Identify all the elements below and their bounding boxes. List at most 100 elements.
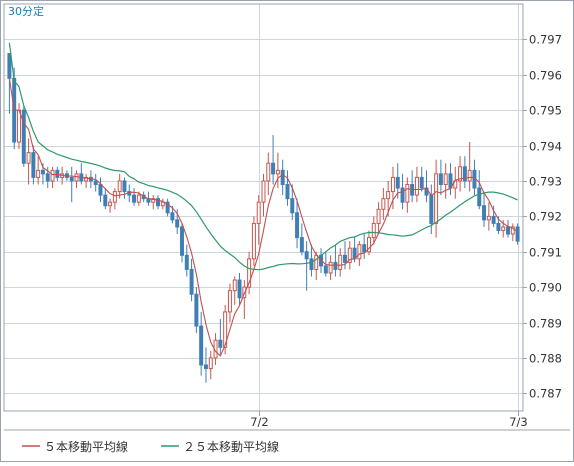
candle-body — [285, 183, 290, 200]
legend-label-ma25: ２５本移動平均線 — [183, 439, 279, 454]
moving-averages — [8, 42, 518, 357]
candle-body — [390, 176, 395, 193]
y-tick-label: 0.789 — [529, 317, 562, 331]
candle-body — [429, 194, 434, 224]
y-tick-label: 0.795 — [529, 104, 562, 118]
candle-body — [290, 198, 295, 214]
candle-body — [40, 169, 45, 175]
candle-body — [21, 109, 26, 164]
candle-body — [160, 201, 165, 207]
candle-body — [93, 180, 98, 185]
candle-body — [156, 198, 161, 207]
candle-body — [117, 180, 122, 193]
candle-body — [55, 169, 60, 178]
candle-body — [184, 254, 189, 270]
plot-border — [3, 3, 524, 412]
candle-body — [357, 244, 362, 260]
candle-body — [165, 201, 170, 214]
candle-body — [434, 173, 439, 224]
candle-body — [227, 290, 232, 313]
candle-body — [405, 183, 410, 203]
candle-body — [223, 311, 228, 348]
candle-body — [458, 166, 463, 182]
candle-body — [151, 198, 156, 203]
candle-body — [323, 265, 328, 274]
candle-body — [386, 191, 391, 200]
candle-body — [36, 169, 41, 178]
candle-body — [419, 176, 424, 189]
y-tick-label: 0.793 — [529, 175, 562, 189]
candle-body — [333, 261, 338, 270]
x-axis-ticks: 7/2 7/3 — [250, 411, 528, 429]
candle-body — [496, 222, 501, 232]
candle-body — [175, 219, 180, 228]
candle-body — [467, 169, 472, 182]
candle-body — [7, 53, 12, 79]
candle-body — [237, 279, 242, 299]
candle-body — [304, 251, 309, 260]
candle-body — [112, 191, 117, 203]
candle-body — [275, 169, 280, 175]
candle-body — [108, 201, 113, 207]
candle-body — [309, 258, 314, 270]
candle-body — [482, 205, 487, 221]
candle-body — [271, 162, 276, 175]
candle-body — [515, 226, 520, 242]
candle-body — [45, 173, 50, 182]
candle-body — [362, 244, 367, 253]
candles — [7, 53, 520, 383]
candle-body — [98, 183, 103, 196]
candle-body — [136, 194, 141, 203]
candle-body — [189, 268, 194, 295]
y-tick-label: 0.796 — [529, 69, 562, 83]
candle-body — [486, 215, 491, 221]
candle-body — [218, 339, 223, 348]
candle-body — [256, 201, 261, 224]
candle-body — [84, 176, 89, 182]
candle-body — [376, 208, 381, 224]
candle-body — [438, 173, 443, 185]
legend-label-ma5: ５本移動平均線 — [44, 439, 128, 454]
candle-body — [194, 293, 199, 327]
candle-body — [477, 187, 482, 207]
x-tick-label: 7/3 — [509, 415, 528, 429]
candle-body — [395, 176, 400, 189]
candle-body — [347, 247, 352, 263]
y-tick-label: 0.787 — [529, 387, 562, 401]
y-tick-label: 0.788 — [529, 352, 562, 366]
candle-body — [74, 173, 79, 182]
candle-body — [132, 194, 137, 203]
candle-body — [299, 237, 304, 253]
candle-body — [366, 237, 371, 253]
candle-body — [280, 169, 285, 185]
candle-body — [31, 152, 36, 178]
candle-body — [208, 357, 213, 370]
candle-body — [69, 176, 74, 182]
y-tick-label: 0.791 — [529, 246, 562, 260]
candle-body — [443, 173, 448, 185]
legend: ５本移動平均線 ２５本移動平均線 — [22, 439, 279, 454]
candle-body — [491, 215, 496, 224]
candle-body — [506, 226, 511, 235]
timeframe-label: 30分定 — [8, 4, 44, 18]
candle-body — [400, 187, 405, 203]
candle-body — [338, 254, 343, 270]
candle-body — [122, 180, 127, 193]
candle-body — [371, 222, 376, 239]
candle-body — [103, 194, 108, 207]
candle-body — [199, 325, 204, 366]
x-tick-label: 7/2 — [250, 415, 269, 429]
candle-body — [414, 176, 419, 196]
candle-body — [328, 261, 333, 274]
candle-body — [381, 198, 386, 210]
y-tick-label: 0.790 — [529, 281, 562, 295]
candle-body — [462, 166, 467, 182]
y-tick-label: 0.792 — [529, 210, 562, 224]
ma5-line — [8, 78, 518, 357]
candle-body — [232, 279, 237, 292]
candle-body — [16, 109, 21, 143]
candle-body — [261, 180, 266, 203]
